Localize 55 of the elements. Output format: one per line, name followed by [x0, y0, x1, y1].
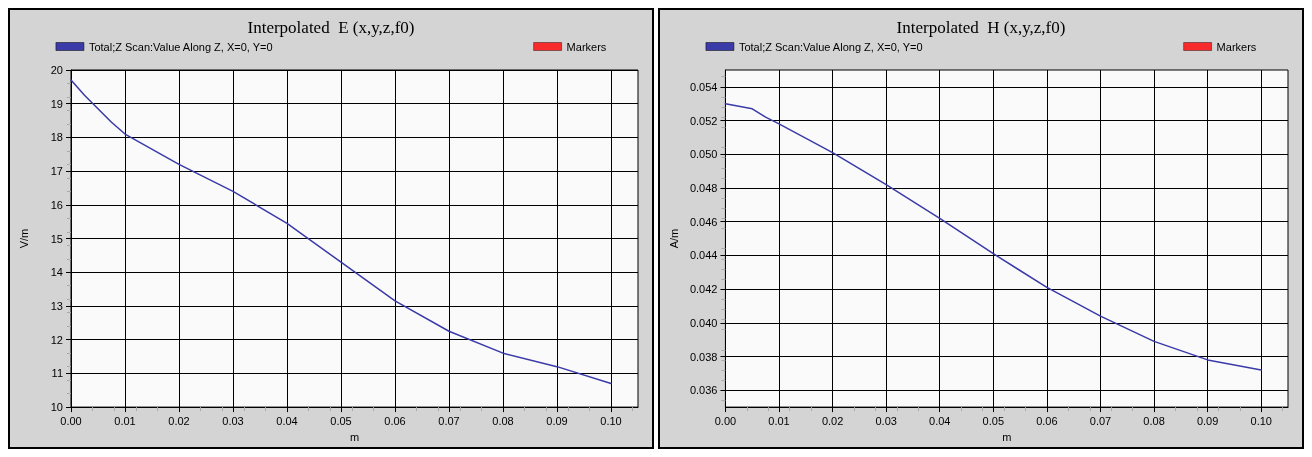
- x-tick-label: 0.06: [1036, 414, 1058, 427]
- x-tick-label: 0.04: [276, 414, 298, 427]
- y-tick-label: 0.054: [689, 80, 718, 93]
- x-tick-label: 0.07: [1089, 414, 1112, 427]
- line-series: [724, 102, 1262, 371]
- line-series: [70, 79, 612, 385]
- y-tick-label: 0.044: [689, 249, 718, 262]
- legend-label: Total;Z Scan:Value Along Z, X=0, Y=0: [88, 40, 273, 53]
- y-tick-label: 19: [50, 97, 63, 110]
- x-tick-label: 0.09: [546, 414, 568, 427]
- y-tick-label: 20: [50, 64, 63, 76]
- x-tick-label: 0.08: [1143, 414, 1165, 427]
- x-tick-label: 0.02: [821, 414, 844, 427]
- y-tick-label: 15: [50, 232, 63, 245]
- x-tick-label: 0.01: [114, 414, 136, 427]
- y-axis-title: A/m: [667, 228, 680, 249]
- y-tick-label: 0.040: [689, 316, 718, 329]
- y-tick-label: 0.048: [689, 181, 718, 194]
- y-tick-label: 13: [50, 299, 63, 312]
- x-tick-label: 0.08: [492, 414, 514, 427]
- x-tick-label: 0.10: [1250, 414, 1272, 427]
- x-tick-label: 0.00: [60, 414, 82, 427]
- y-tick-label: 0.042: [689, 283, 718, 296]
- x-tick-label: 0.10: [600, 414, 622, 427]
- y-tick-label: 17: [50, 165, 63, 178]
- x-axis-title: m: [1002, 430, 1012, 443]
- y-tick-label: 0.038: [689, 350, 718, 363]
- x-tick-label: 0.03: [222, 414, 244, 427]
- x-tick-label: 0.07: [438, 414, 460, 427]
- y-tick-label: 0.052: [689, 114, 718, 127]
- x-tick-label: 0.04: [929, 414, 951, 427]
- y-tick-label: 11: [51, 367, 63, 380]
- x-tick-label: 0.02: [168, 414, 190, 427]
- x-tick-label: 0.01: [768, 414, 790, 427]
- y-tick-label: 10: [50, 401, 63, 414]
- x-tick-label: 0.00: [714, 414, 737, 427]
- x-axis-title: m: [349, 430, 360, 443]
- y-tick-label: 0.036: [689, 384, 718, 397]
- y-tick-label: 14: [50, 266, 63, 279]
- x-tick-label: 0.05: [330, 414, 352, 427]
- y-axis-title: V/m: [17, 228, 30, 249]
- x-tick-label: 0.09: [1196, 414, 1219, 427]
- y-tick-label: 0.046: [689, 215, 718, 228]
- y-tick-label: 16: [50, 198, 63, 211]
- y-tick-label: 18: [50, 131, 63, 144]
- chart-title: Interpolated H (x,y,z,f0): [896, 18, 1066, 37]
- chart-title: Interpolated E (x,y,z,f0): [247, 18, 415, 37]
- y-tick-label: 0.050: [689, 148, 718, 161]
- legend-label: Total;Z Scan:Value Along Z, X=0, Y=0: [738, 40, 923, 53]
- x-tick-label: 0.06: [384, 414, 406, 427]
- x-tick-label: 0.05: [982, 414, 1005, 427]
- legend-label: Markers: [566, 40, 607, 53]
- y-tick-label: 12: [50, 333, 63, 346]
- legend-label: Markers: [1216, 40, 1257, 53]
- x-tick-label: 0.03: [875, 414, 897, 427]
